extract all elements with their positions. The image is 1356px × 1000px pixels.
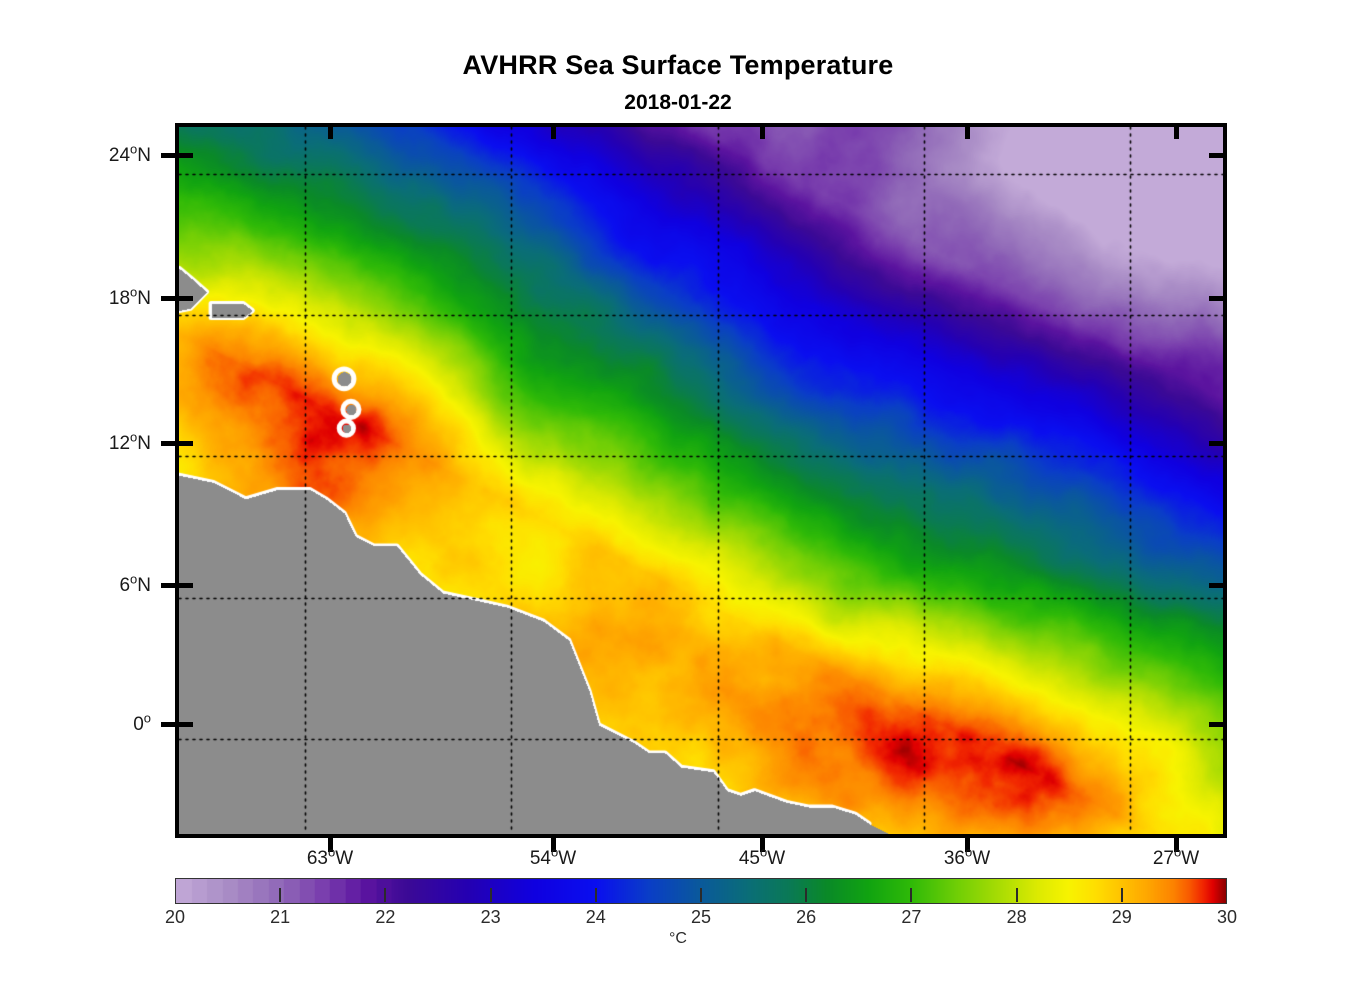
latitude-tick-inner [179, 441, 193, 446]
colorbar-tick-label: 20 [164, 907, 186, 927]
longitude-tick-top [1174, 123, 1179, 139]
latitude-tick [161, 296, 179, 301]
longitude-tick-label: 63oW [306, 845, 354, 870]
latitude-tick-label: 0o [133, 711, 151, 736]
colorbar-tick [279, 888, 282, 902]
colorbar-tick [910, 888, 913, 902]
longitude-tick-label: 36oW [943, 845, 991, 870]
figure-title: AVHRR Sea Surface Temperature [462, 50, 894, 80]
latitude-tick-label: 24oN [108, 142, 151, 167]
colorbar-tick-label: 22 [375, 907, 396, 927]
colorbar-tick-label: 27 [901, 907, 922, 927]
sst-heatmap [179, 127, 1223, 834]
latitude-tick [161, 722, 179, 727]
colorbar-tick-label: 21 [270, 907, 291, 927]
colorbar-tick-label: 29 [1111, 907, 1132, 927]
longitude-tick-label: 45oW [738, 845, 786, 870]
colorbar-tick [489, 888, 492, 902]
colorbar-tick-label: 24 [585, 907, 606, 927]
longitude-tick [551, 834, 556, 852]
latitude-tick [161, 441, 179, 446]
latitude-tick-inner [179, 722, 193, 727]
latitude-tick-right [1209, 296, 1227, 301]
colorbar-tick-label: 23 [480, 907, 501, 927]
latitude-tick-right [1209, 441, 1227, 446]
colorbar-tick [1015, 888, 1018, 902]
latitude-tick-right [1209, 153, 1227, 158]
longitude-tick-top [760, 123, 765, 139]
longitude-tick-top [965, 123, 970, 139]
colorbar-tick-label: 26 [796, 907, 817, 927]
longitude-tick [965, 834, 970, 852]
colorbar-tick [700, 888, 702, 902]
colorbar-tick [805, 888, 808, 902]
colorbar-tick [1120, 888, 1123, 902]
longitude-tick-top [551, 123, 556, 139]
colorbar-tick-label: 28 [1006, 907, 1027, 927]
colorbar-tick-label: 30 [1216, 907, 1238, 927]
longitude-tick-label: 27oW [1152, 845, 1200, 870]
latitude-tick-label: 12oN [108, 430, 151, 455]
colorbar-tick-label: 25 [690, 907, 712, 927]
longitude-tick [1174, 834, 1179, 852]
latitude-tick-right [1209, 583, 1227, 588]
colorbar-unit-label: °C [669, 930, 687, 947]
latitude-tick-inner [179, 153, 193, 158]
latitude-tick-inner [179, 296, 193, 301]
latitude-tick [161, 153, 179, 158]
latitude-tick-label: 18oN [108, 285, 151, 310]
longitude-tick [328, 834, 333, 852]
latitude-tick-inner [179, 583, 193, 588]
figure-subtitle: 2018-01-22 [624, 91, 732, 114]
latitude-tick [161, 583, 179, 588]
longitude-tick-label: 54oW [529, 845, 577, 870]
colorbar-tick [384, 888, 387, 902]
map-plot-area [175, 123, 1227, 838]
longitude-tick-top [328, 123, 333, 139]
latitude-tick-label: 6oN [119, 572, 151, 597]
latitude-tick-right [1209, 722, 1227, 727]
longitude-tick [760, 834, 765, 852]
colorbar-tick [594, 888, 597, 902]
